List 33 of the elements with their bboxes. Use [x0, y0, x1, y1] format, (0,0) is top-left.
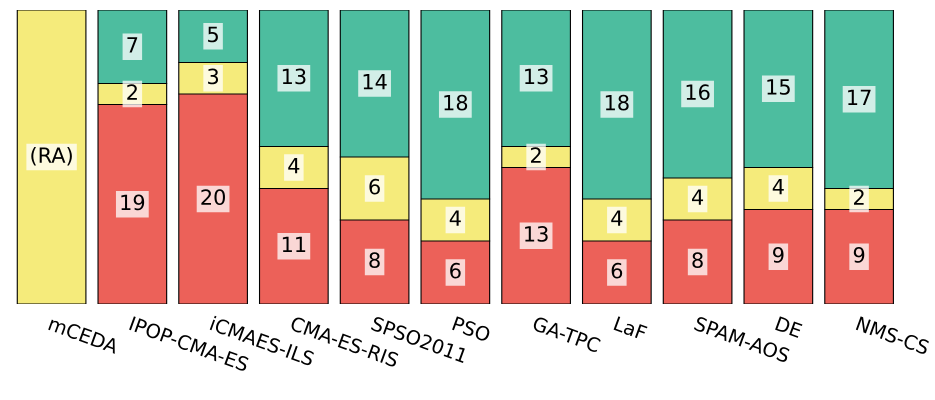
data-label: 3: [208, 68, 218, 84]
data-label: 8: [369, 252, 380, 268]
data-label: 7: [127, 37, 138, 52]
data-label: 4: [692, 190, 704, 205]
data-label: 11: [282, 236, 306, 252]
data-label: 4: [450, 210, 461, 226]
data-label: 18: [444, 94, 468, 111]
data-label: 17: [848, 90, 871, 105]
data-label: 13: [525, 68, 548, 84]
data-label: 19: [121, 194, 144, 210]
data-label: 2: [127, 84, 137, 100]
data-label: 4: [288, 158, 300, 174]
data-label: 9: [773, 247, 784, 263]
data-label: 20: [201, 189, 225, 206]
x-tick-label: LaF: [613, 316, 648, 340]
data-label: 2: [854, 189, 864, 205]
data-label: 13: [282, 68, 306, 84]
data-label: 8: [692, 252, 703, 268]
data-label: 6: [612, 262, 622, 279]
data-label: 16: [686, 84, 710, 100]
data-label: 4: [611, 210, 622, 226]
bar: [16, 10, 86, 304]
data-label: 5: [208, 26, 218, 42]
data-label: 4: [772, 179, 784, 194]
data-label: (RA): [31, 146, 72, 166]
data-label: 2: [530, 147, 541, 163]
data-label: 9: [854, 247, 864, 263]
data-label: 13: [525, 226, 548, 242]
data-label: 6: [369, 178, 380, 195]
data-label: 14: [364, 74, 387, 90]
data-label: 6: [450, 262, 461, 279]
data-label: 15: [767, 79, 790, 95]
data-label: 18: [606, 94, 629, 111]
